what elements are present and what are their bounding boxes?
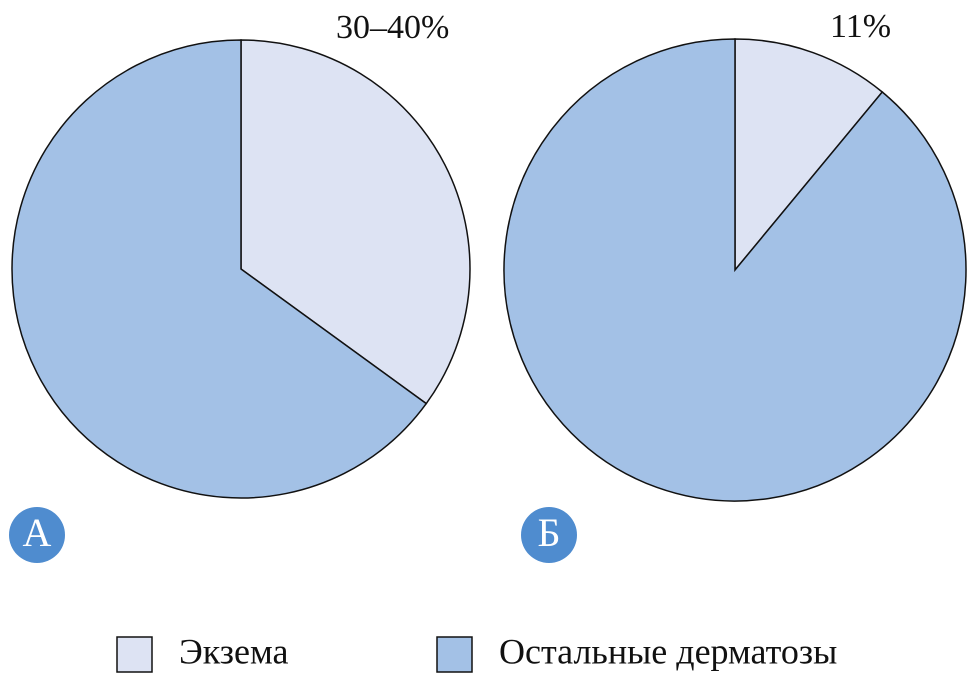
panel-label: А (23, 510, 52, 555)
legend-swatch (436, 636, 473, 673)
panel-badge (9, 507, 65, 563)
panel-label: Б (538, 510, 561, 555)
legend-label: Остальные дерматозы (499, 631, 837, 671)
pie-slice (734, 38, 884, 273)
pie-slice (240, 39, 471, 405)
value-label: 30–40% (336, 9, 449, 46)
legend-swatch (116, 636, 153, 673)
panel-badge (521, 507, 577, 563)
pie-slice (11, 39, 428, 499)
value-label: 11% (830, 8, 891, 45)
pie-slice (503, 38, 967, 502)
legend-label: Экзема (179, 631, 289, 671)
